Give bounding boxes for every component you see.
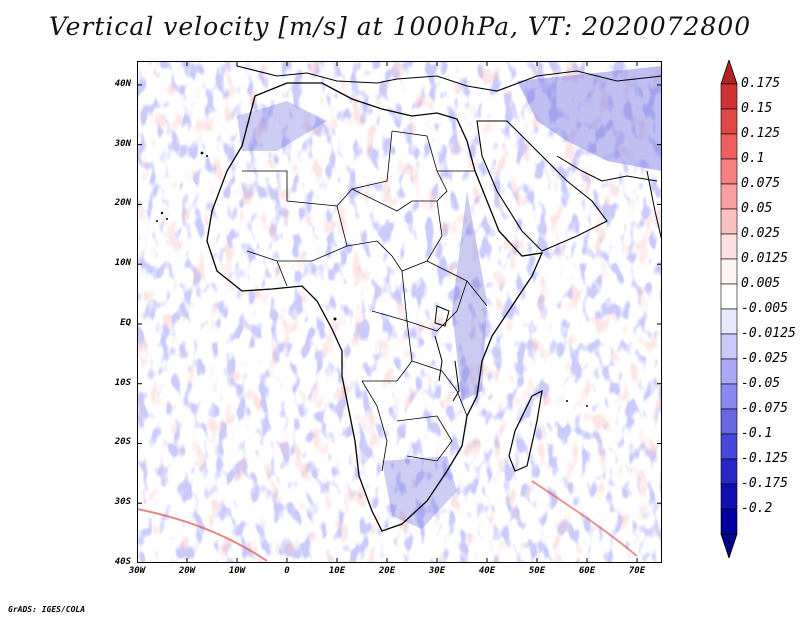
map-title: Vertical velocity [m/s] at 1000hPa, VT: … <box>48 12 752 41</box>
india-coast <box>646 170 662 242</box>
colorbar-segment <box>720 333 738 360</box>
lon-label: 50E <box>528 566 546 576</box>
lat-label: 30S <box>114 497 131 508</box>
colorbar-label: 0.15 <box>741 101 773 116</box>
colorbar-segment <box>720 258 738 285</box>
grads-credit: GrADS: IGES/COLA <box>8 605 86 614</box>
south-africa-downdraft <box>382 456 457 529</box>
colorbar-label: -0.075 <box>741 401 788 416</box>
colorbar-segment <box>720 433 738 460</box>
lat-label: 10S <box>114 377 131 388</box>
lon-label: 30E <box>428 566 446 576</box>
colorbar-max-arrow <box>720 60 738 85</box>
colorbar-segment <box>720 133 738 160</box>
lon-label: 0 <box>284 566 290 576</box>
colorbar-segment <box>720 458 738 485</box>
lat-label: 20S <box>114 437 131 448</box>
iran-plateau-downdraft <box>517 66 662 171</box>
lat-label: 30N <box>114 138 131 149</box>
colorbar-label: -0.2 <box>741 501 773 516</box>
colorbar-segment <box>720 308 738 335</box>
lon-label: 70E <box>628 566 646 576</box>
lon-label: 60E <box>578 566 596 576</box>
colorbar-label: -0.1 <box>741 426 773 441</box>
colorbar-label: 0.1 <box>741 151 765 166</box>
axis-ticks <box>137 61 662 563</box>
indian-ocean-front <box>531 480 638 557</box>
south-atlantic-front <box>137 508 268 562</box>
colorbar-segment <box>720 358 738 385</box>
mediterranean-coastline <box>236 65 662 92</box>
east-africa-rift <box>452 191 487 401</box>
lon-label: 10W <box>228 566 246 576</box>
colorbar-label: -0.0125 <box>741 326 796 341</box>
map-frame <box>137 61 662 563</box>
colorbar-segment <box>720 158 738 185</box>
lat-label: 40N <box>114 78 131 89</box>
lon-label: 20E <box>378 566 396 576</box>
colorbar-segment <box>720 83 738 110</box>
colorbar-label: -0.175 <box>741 476 788 491</box>
colorbar-segment <box>720 108 738 135</box>
lat-label: 20N <box>114 198 131 209</box>
colorbar-label: 0.0125 <box>741 251 788 266</box>
colorbar-segment <box>720 208 738 235</box>
colorbar-segment <box>720 508 738 535</box>
arabia-coastline <box>476 120 608 252</box>
colorbar-segment <box>720 283 738 310</box>
colorbar-label: -0.005 <box>741 301 788 316</box>
colorbar-segment <box>720 383 738 410</box>
colorbar-label: 0.05 <box>741 201 773 216</box>
colorbar-label: 0.025 <box>741 226 781 241</box>
lat-label: 10N <box>114 258 131 269</box>
colorbar-segment <box>720 408 738 435</box>
persian-gulf-coast <box>556 155 658 182</box>
colorbar-label: 0.075 <box>741 176 781 191</box>
colorbar-label: 0.005 <box>741 276 781 291</box>
lon-label: 40E <box>478 566 496 576</box>
africa-coastline <box>206 82 544 532</box>
lon-label: 20W <box>178 566 196 576</box>
islands <box>156 151 588 407</box>
colorbar-label: 0.125 <box>741 126 781 141</box>
lon-label: 10E <box>328 566 346 576</box>
colorbar-label: -0.025 <box>741 351 788 366</box>
colorbar <box>720 60 738 558</box>
lakes <box>434 305 460 402</box>
colorbar-label: -0.125 <box>741 451 788 466</box>
country-borders <box>242 130 488 472</box>
lat-label: EQ <box>120 317 131 328</box>
africa-map-panel <box>137 61 662 563</box>
atlas-downdraft <box>237 101 327 151</box>
colorbar-segment <box>720 233 738 260</box>
colorbar-label: -0.05 <box>741 376 781 391</box>
colorbar-segment <box>720 483 738 510</box>
colorbar-min-arrow <box>720 533 738 558</box>
colorbar-segment <box>720 183 738 210</box>
madagascar-coastline <box>508 389 543 472</box>
lon-label: 30W <box>128 566 146 576</box>
colorbar-label: 0.175 <box>741 76 781 91</box>
red-noise-field <box>137 61 662 563</box>
lat-label: 40S <box>114 557 131 567</box>
